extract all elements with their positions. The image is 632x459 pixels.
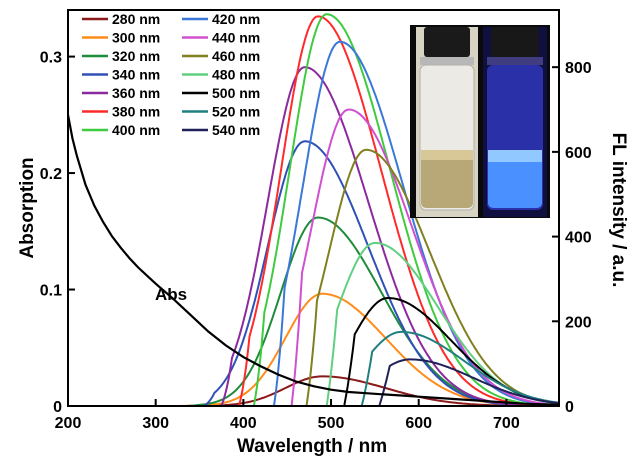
y-tick-label-left: 0 [53,399,62,416]
plot-frame [67,9,560,407]
vial-daylight [416,27,478,217]
x-tick-label: 500 [318,415,345,432]
y-tick-label-right: 200 [565,314,592,331]
x-tick-label: 700 [493,415,520,432]
y-tick-label-right: 800 [565,60,592,77]
legend-label: 320 nm [112,48,160,64]
legend-label: 380 nm [112,104,160,120]
curves-layer [66,13,560,407]
ticks-layer: 200 300 400 500 600 70000.10.20.3020040060080… [40,50,592,432]
legend-label: 340 nm [112,67,160,83]
y-tick-label-right: 400 [565,230,592,247]
y-tick-label-left: 0.1 [40,283,62,300]
y-tick-label-left: 0.3 [40,50,62,67]
inset-photo [410,25,550,218]
y-tick-label-right: 600 [565,145,592,162]
x-axis-title: Wavelength / nm [237,436,387,457]
y-axis-title-left: Absorption [17,157,38,258]
series-line [220,66,559,407]
legend-label: 420 nm [212,11,260,27]
legend-label: 280 nm [112,11,160,27]
legend-label: 500 nm [212,85,260,101]
legend: 280 nm 300 nm 320 nm 340 nm 360 nm 380 nm 400 … [82,11,260,138]
series-line [360,330,559,407]
x-tick-label: 400 [230,415,257,432]
legend-label: 460 nm [212,48,260,64]
series-line [378,358,559,407]
y-tick-label-right: 0 [565,399,574,416]
legend-label: 540 nm [212,122,260,138]
y-axis-title-right: FL intensity / a.u. [608,133,629,288]
absorption-line [66,114,560,406]
legend-label: 400 nm [112,122,160,138]
series-line [273,40,559,407]
vial-uv [483,27,547,217]
x-tick-label: 600 [405,415,432,432]
series-line [252,13,560,407]
y-tick-label-left: 0.2 [40,166,62,183]
series-line [186,216,559,407]
legend-label: 520 nm [212,104,260,120]
x-tick-label: 300 [142,415,169,432]
series-line [238,15,559,407]
x-tick-label: 200 [55,415,82,432]
abs-annotation: Abs [155,285,187,304]
series-line [290,108,559,407]
legend-label: 300 nm [112,30,160,46]
legend-label: 480 nm [212,67,260,83]
legend-label: 440 nm [212,30,260,46]
legend-label: 360 nm [112,85,160,101]
